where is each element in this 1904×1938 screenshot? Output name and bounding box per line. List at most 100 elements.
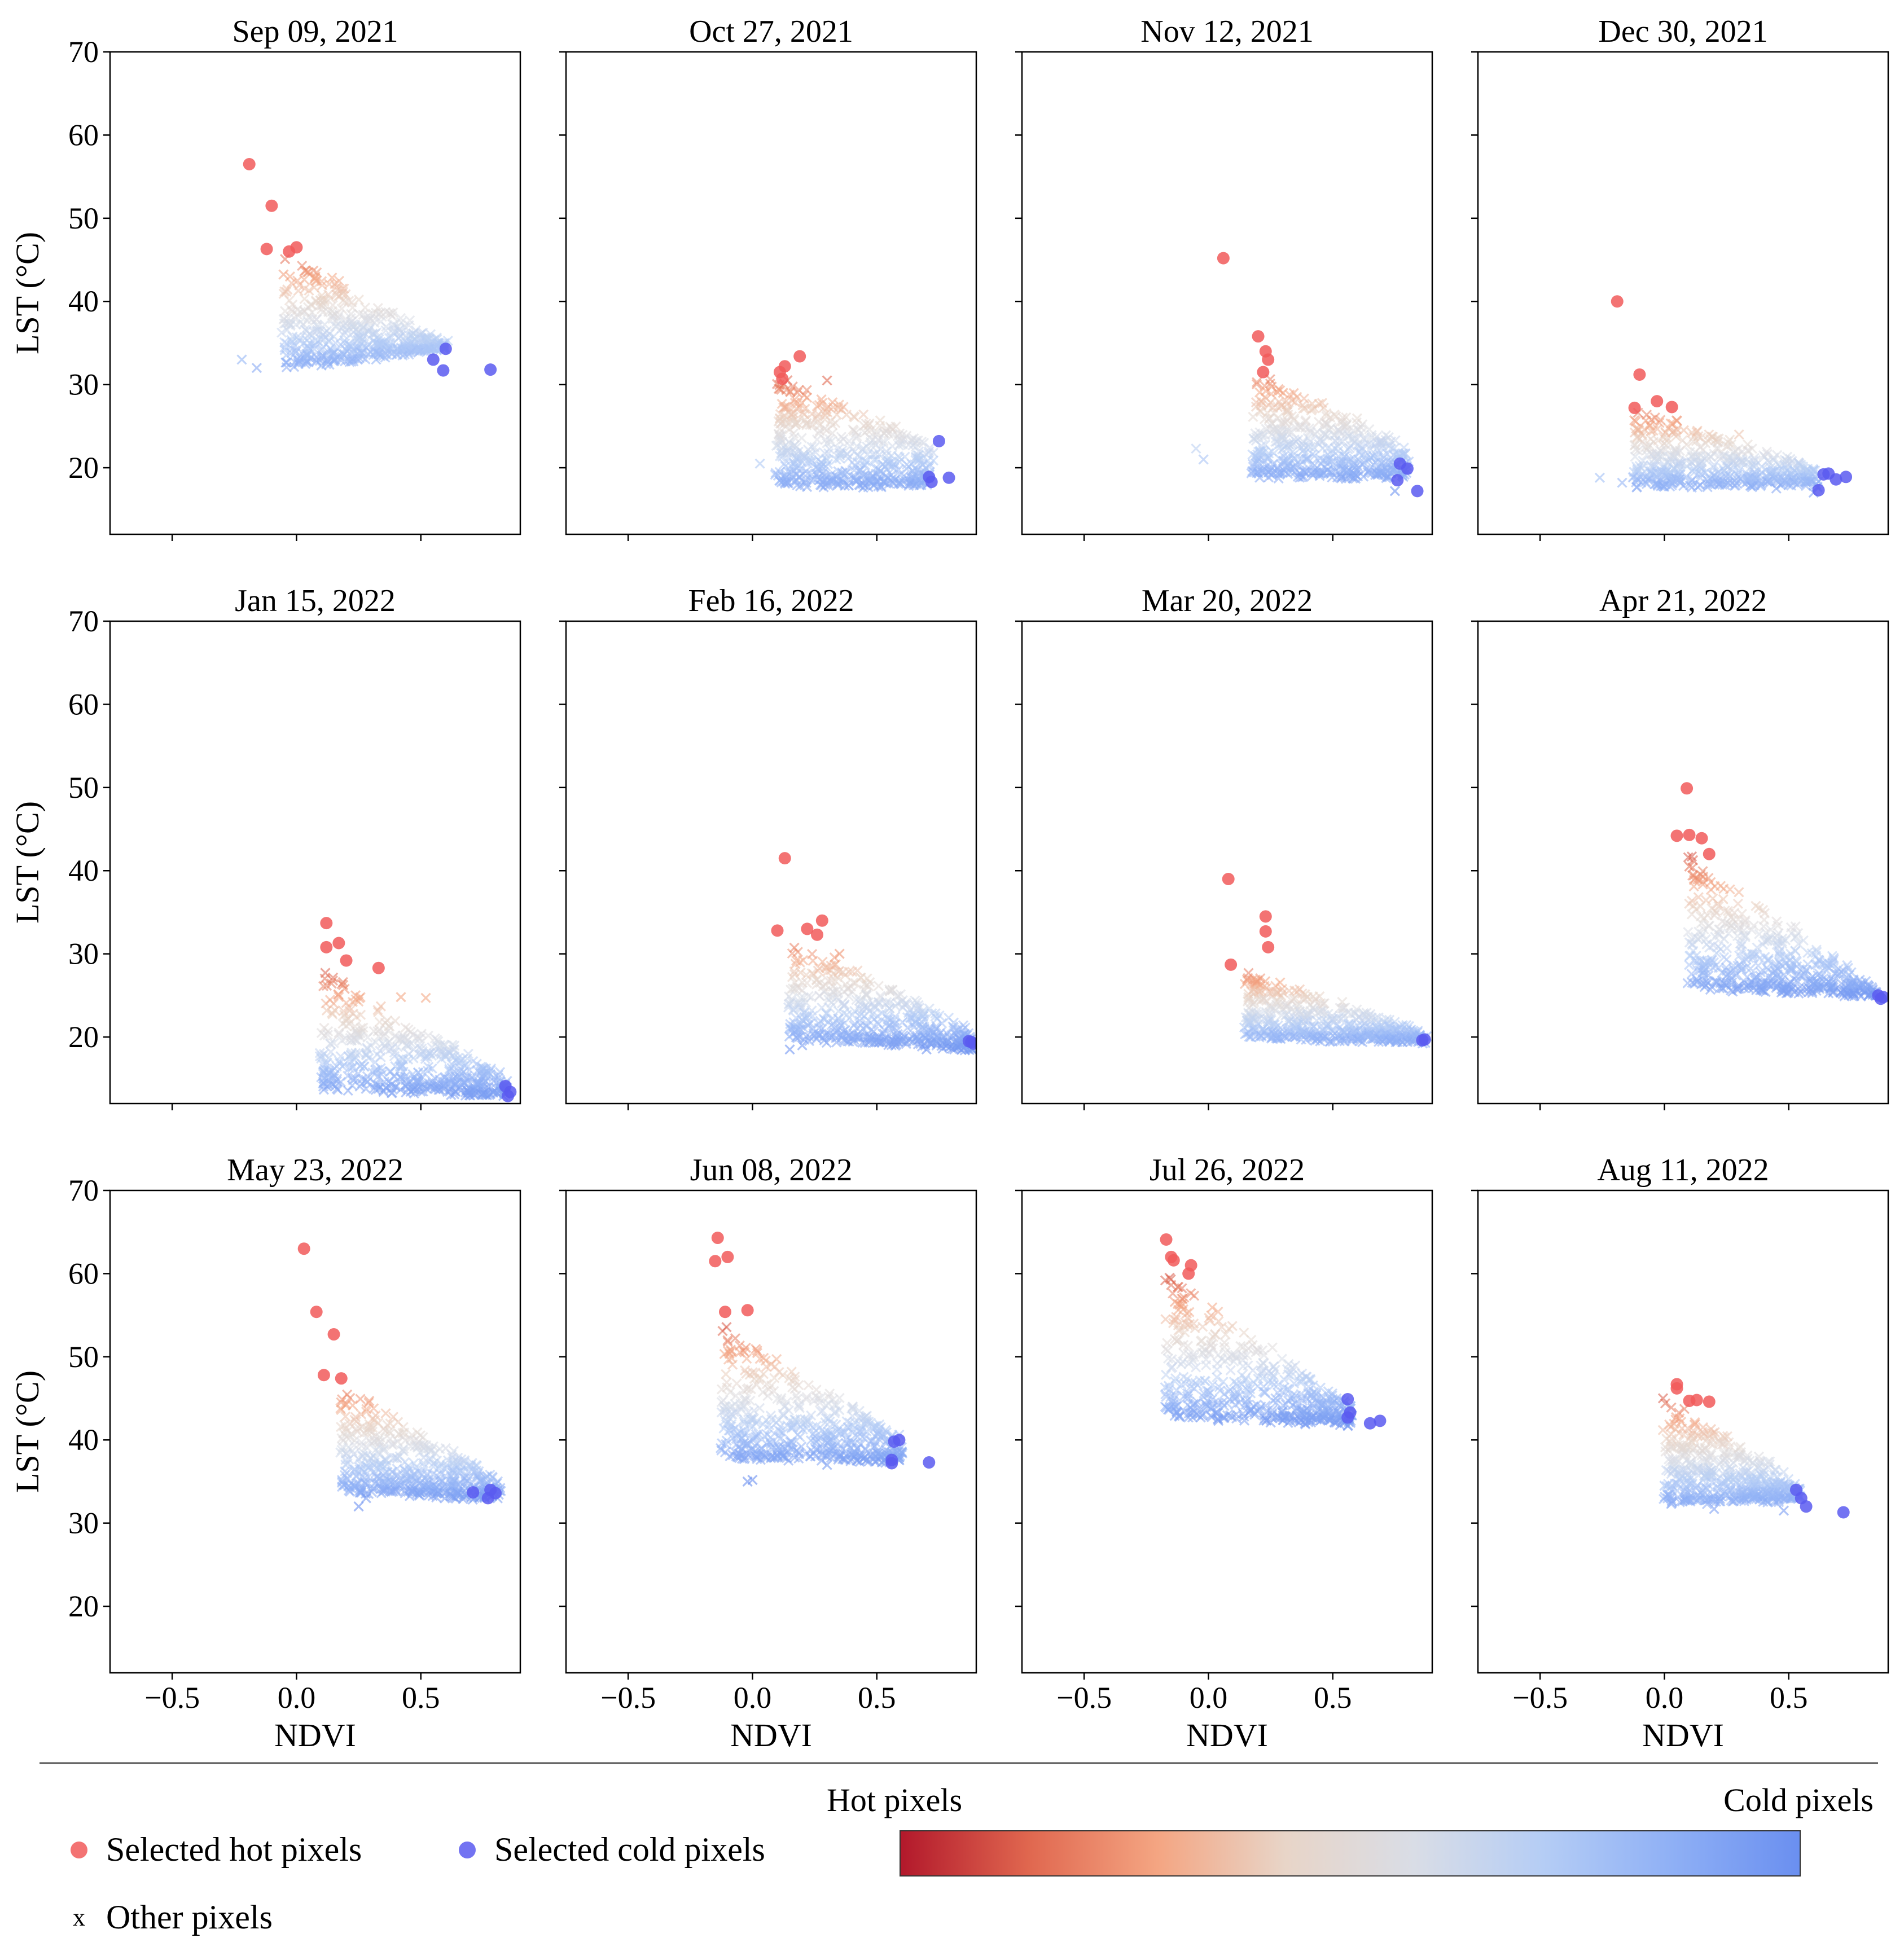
other-pixel-marker [347,319,358,330]
hot-pixel-point [297,1242,310,1255]
other-pixel-marker [387,1087,398,1098]
other-pixel-marker [407,1069,418,1080]
other-pixel-marker [863,1015,874,1026]
other-pixel-marker [1254,446,1265,458]
other-pixel-marker [1655,415,1666,425]
other-pixel-marker [428,1461,439,1472]
other-pixel-marker [834,453,845,464]
other-pixel-marker [795,967,806,978]
other-pixel-marker [1404,1026,1415,1037]
other-pixel-marker [1742,471,1753,481]
y-tick-label: 40 [68,854,99,887]
other-pixel-marker [909,1022,919,1032]
scatter-panel: Nov 12, 2021 [1015,14,1433,541]
other-pixel-marker [730,1333,741,1344]
other-pixel-marker [1376,438,1387,449]
other-pixel-marker [791,454,802,464]
other-pixel-marker [1251,458,1261,469]
other-pixel-marker [289,340,301,351]
other-pixel-outlier [834,948,845,959]
other-pixel-marker [389,326,400,337]
other-pixel-marker [356,348,366,358]
other-pixel-marker [1300,454,1311,465]
other-pixel-marker [884,986,896,997]
hot-pixel-point [340,954,353,967]
other-pixel-marker [1740,931,1751,943]
other-pixel-marker [355,1394,366,1404]
other-pixel-marker [1359,1009,1370,1020]
other-pixel-marker [389,1452,400,1464]
other-pixel-marker [1774,964,1785,975]
other-pixel-marker [1308,1031,1318,1042]
hot-pixel-point [1695,832,1708,845]
other-pixel-marker [340,1423,351,1434]
other-pixel-marker [1311,1015,1322,1026]
other-pixel-marker [359,1467,370,1478]
other-pixel-marker [1381,473,1392,484]
hot-pixel-point [1628,401,1641,414]
other-pixel-marker [840,979,851,990]
other-pixel-marker [1345,454,1356,465]
other-pixel-marker [1747,443,1757,454]
other-pixel-marker [1706,903,1717,914]
other-pixel-marker [379,1443,389,1454]
other-pixel-marker [1383,432,1394,443]
other-pixel-marker [862,470,873,481]
other-pixel-marker [299,293,310,304]
other-pixel-marker [837,468,848,479]
other-pixel-marker [384,1021,395,1032]
other-pixel-marker [449,1467,460,1479]
hot-pixel-point [335,1372,348,1385]
hot-pixel-point [1252,330,1265,343]
y-tick-label: 50 [68,771,99,805]
other-pixel-marker [916,436,927,447]
cold-pixel-point [1418,1033,1431,1046]
other-pixel-outlier [361,1493,371,1504]
panel-points [1191,252,1424,498]
other-pixel-marker [324,995,335,1005]
other-pixel-marker [1660,467,1672,478]
other-pixel-marker [346,1062,358,1073]
other-pixel-marker [875,415,885,426]
other-pixel-marker [826,476,836,487]
other-pixel-marker [894,428,905,439]
other-pixel-marker [776,447,788,458]
other-pixel-marker [277,327,287,338]
other-pixel-marker [380,1408,391,1419]
other-pixel-marker [361,1404,372,1414]
other-pixel-marker [335,291,345,301]
other-pixel-marker [943,1012,954,1023]
other-pixel-marker [1304,423,1315,434]
other-pixel-marker [1813,982,1823,993]
other-pixel-marker [432,1455,442,1466]
panel-points [297,1242,506,1512]
other-pixel-marker [1319,418,1330,428]
other-pixel-marker [813,428,824,439]
other-pixel-marker [431,1470,442,1481]
other-pixel-marker [420,1053,431,1064]
other-pixel-marker [405,315,415,326]
other-pixel-marker [774,414,785,424]
other-pixel-marker [1785,948,1796,959]
other-pixel-marker [1283,1017,1294,1027]
other-pixel-marker [380,1028,391,1039]
other-pixel-marker [1364,424,1375,435]
other-pixel-marker [1283,405,1294,416]
y-axis-label: LST (°C) [9,1370,46,1493]
other-pixel-marker [1244,1016,1255,1026]
other-pixel-marker [388,1071,400,1082]
other-pixel-marker [295,332,305,343]
other-pixel-marker [378,1484,388,1495]
other-pixel-marker [382,345,393,356]
other-pixel-marker [1678,425,1689,436]
hot-pixel-point [1651,395,1664,408]
other-pixel-marker [936,1040,947,1051]
other-pixel-marker [403,1076,414,1087]
other-pixel-marker [1343,1019,1354,1030]
other-pixel-marker [1786,965,1797,976]
other-pixel-marker [336,978,347,990]
other-pixel-marker [365,346,376,357]
other-pixel-outlier [871,429,882,440]
other-pixel-marker [365,313,376,324]
other-pixel-marker [354,1423,365,1434]
